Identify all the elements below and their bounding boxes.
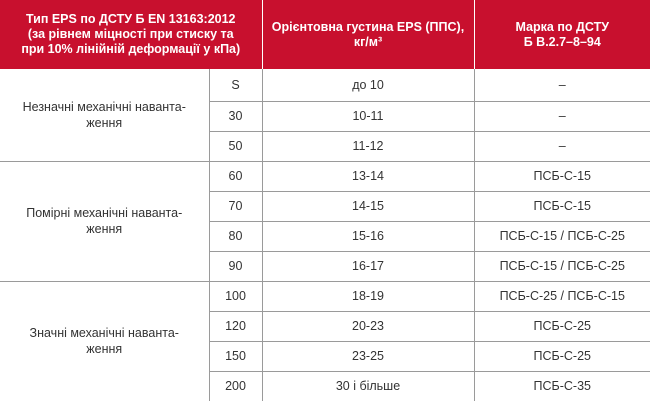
cell-density: 30 і більше bbox=[262, 371, 475, 401]
cell-density: 11-12 bbox=[262, 131, 475, 162]
cell-grade: ПСБ-С-25 bbox=[474, 311, 650, 342]
table-row: 50 11-12 – bbox=[0, 131, 650, 162]
table-row: Помірні механічні наванта- ження 60 13-1… bbox=[0, 161, 650, 282]
group-label-line-2: ження bbox=[86, 115, 123, 130]
cell-grade: ПСБ-С-15 bbox=[474, 161, 650, 192]
cell-type: 80 bbox=[209, 221, 263, 252]
header-grade: Марка по ДСТУ Б В.2.7–8–94 bbox=[474, 0, 650, 69]
group-label-significant: Значні механічні наванта- ження bbox=[0, 281, 210, 401]
table-row: Значні механічні наванта- ження 100 18-1… bbox=[0, 281, 650, 401]
header-grade-line-1: Марка по ДСТУ bbox=[515, 19, 610, 34]
table-row: 200 30 і більше ПСБ-С-35 bbox=[0, 371, 650, 401]
group-label-moderate: Помірні механічні наванта- ження bbox=[0, 161, 210, 282]
cell-type: 150 bbox=[209, 341, 263, 372]
header-density-line-1: Орієнтовна густина EPS (ППС), bbox=[271, 19, 465, 34]
cell-grade: ПСБ-С-25 bbox=[474, 341, 650, 372]
table-row: Незначні механічні наванта- ження S до 1… bbox=[0, 69, 650, 162]
table-row: 120 20-23 ПСБ-С-25 bbox=[0, 311, 650, 342]
header-type-line-1: Тип EPS по ДСТУ Б EN 13163:2012 bbox=[25, 12, 236, 26]
group-label-line-1: Значні механічні наванта- bbox=[29, 326, 179, 341]
cell-density: 20-23 bbox=[262, 311, 475, 342]
cell-density: 18-19 bbox=[262, 281, 475, 312]
cell-density: 10-11 bbox=[262, 101, 475, 132]
cell-type: 60 bbox=[209, 161, 263, 192]
cell-density: 23-25 bbox=[262, 341, 475, 372]
header-density-line-2: кг/м³ bbox=[353, 34, 383, 49]
table-row: 150 23-25 ПСБ-С-25 bbox=[0, 341, 650, 372]
cell-density: 15-16 bbox=[262, 221, 475, 252]
header-type-line-3: при 10% лінійній деформації у кПа) bbox=[21, 42, 241, 56]
header-type-eps: Тип EPS по ДСТУ Б EN 13163:2012 (за рівн… bbox=[0, 0, 263, 69]
cell-grade: ПСБ-С-15 / ПСБ-С-25 bbox=[474, 251, 650, 282]
cell-type: 120 bbox=[209, 311, 263, 342]
cell-type: 30 bbox=[209, 101, 263, 132]
cell-type: S bbox=[209, 69, 263, 102]
group-label-line-2: ження bbox=[86, 342, 123, 357]
cell-grade: ПСБ-С-15 bbox=[474, 191, 650, 222]
cell-type: 90 bbox=[209, 251, 263, 282]
header-grade-line-2: Б В.2.7–8–94 bbox=[523, 34, 601, 49]
group-label-line-2: ження bbox=[86, 222, 123, 236]
cell-grade: – bbox=[474, 69, 650, 102]
cell-type: 200 bbox=[209, 371, 263, 401]
group-label-line-1: Незначні механічні наванта- bbox=[22, 99, 186, 114]
cell-grade: – bbox=[474, 131, 650, 162]
group-label-line-1: Помірні механічні наванта- bbox=[26, 206, 183, 220]
table-row: 90 16-17 ПСБ-С-15 / ПСБ-С-25 bbox=[0, 251, 650, 282]
header-density: Орієнтовна густина EPS (ППС), кг/м³ bbox=[262, 0, 475, 69]
cell-density: 13-14 bbox=[262, 161, 475, 192]
cell-type: 50 bbox=[209, 131, 263, 162]
cell-density: до 10 bbox=[262, 69, 475, 102]
header-row: Тип EPS по ДСТУ Б EN 13163:2012 (за рівн… bbox=[0, 0, 650, 69]
cell-type: 100 bbox=[209, 281, 263, 312]
cell-grade: ПСБ-С-25 / ПСБ-С-15 bbox=[474, 281, 650, 312]
cell-grade: ПСБ-С-35 bbox=[533, 379, 591, 394]
cell-type: 70 bbox=[209, 191, 263, 222]
cell-grade: – bbox=[474, 101, 650, 132]
cell-density: 16-17 bbox=[262, 251, 475, 282]
table-row: 30 10-11 – bbox=[0, 101, 650, 132]
table-row: 80 15-16 ПСБ-С-15 / ПСБ-С-25 bbox=[0, 221, 650, 252]
cell-density: 14-15 bbox=[262, 191, 475, 222]
table-row: 70 14-15 ПСБ-С-15 bbox=[0, 191, 650, 222]
header-type-line-2: (за рівнем міцності при стиску та bbox=[27, 27, 234, 41]
cell-grade: ПСБ-С-15 / ПСБ-С-25 bbox=[474, 221, 650, 252]
group-label-insignificant: Незначні механічні наванта- ження bbox=[0, 69, 210, 162]
